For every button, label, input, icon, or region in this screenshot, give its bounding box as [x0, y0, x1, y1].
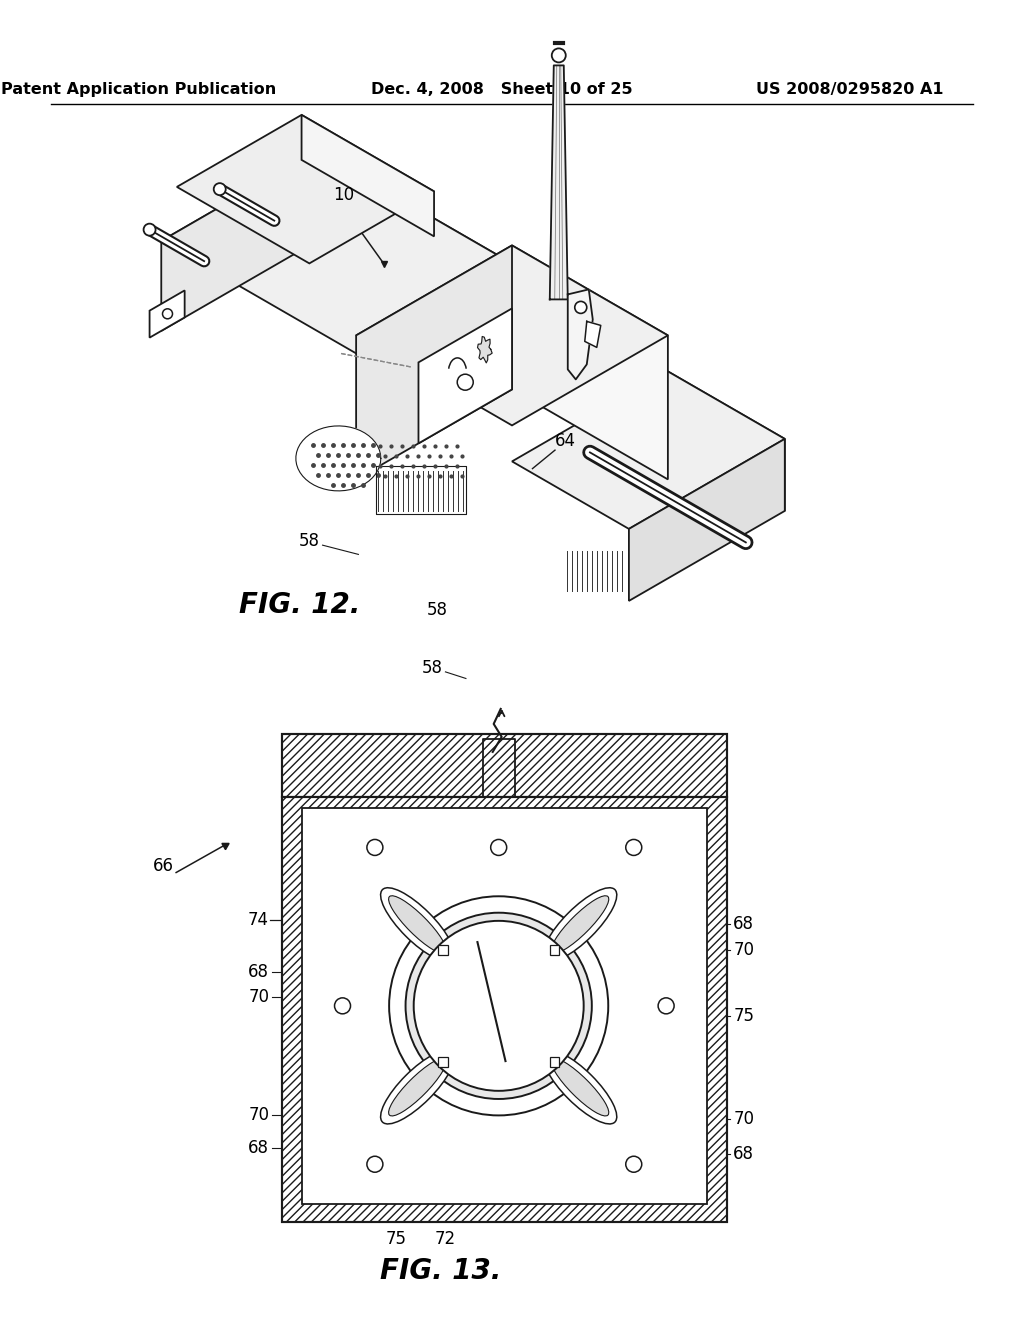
Polygon shape [419, 309, 512, 444]
Polygon shape [629, 438, 784, 601]
Circle shape [367, 1156, 383, 1172]
Bar [282, 797, 727, 1222]
Ellipse shape [544, 888, 616, 961]
Polygon shape [438, 1057, 447, 1067]
Circle shape [574, 301, 587, 313]
Text: 72: 72 [435, 1230, 456, 1249]
Text: 74: 74 [247, 911, 268, 929]
Polygon shape [512, 246, 668, 479]
Ellipse shape [388, 1059, 446, 1115]
Polygon shape [668, 371, 784, 511]
Text: 58: 58 [298, 532, 319, 550]
Polygon shape [356, 246, 512, 479]
Circle shape [626, 1156, 642, 1172]
Circle shape [490, 840, 507, 855]
Ellipse shape [551, 1059, 609, 1115]
Polygon shape [550, 945, 559, 954]
Text: 10: 10 [333, 186, 354, 205]
Polygon shape [317, 150, 512, 354]
Text: 70: 70 [248, 1106, 269, 1125]
Polygon shape [477, 337, 493, 363]
Text: 70: 70 [733, 1110, 755, 1129]
Circle shape [414, 921, 584, 1090]
Text: 66: 66 [153, 857, 174, 875]
Ellipse shape [544, 1051, 616, 1123]
Text: 58: 58 [421, 659, 442, 677]
Bar [282, 734, 727, 797]
Text: 64: 64 [555, 432, 577, 450]
Ellipse shape [388, 896, 446, 953]
Circle shape [658, 998, 674, 1014]
Circle shape [367, 840, 383, 855]
Polygon shape [161, 150, 317, 331]
Ellipse shape [381, 1051, 454, 1123]
Polygon shape [356, 246, 668, 425]
Circle shape [163, 309, 172, 319]
Text: 70: 70 [248, 987, 269, 1006]
Circle shape [143, 223, 156, 236]
Polygon shape [550, 66, 567, 300]
Ellipse shape [381, 888, 454, 961]
Polygon shape [567, 289, 593, 379]
Text: FIG. 13.: FIG. 13. [380, 1257, 501, 1286]
Bar [302, 808, 707, 1204]
Text: 58: 58 [426, 601, 447, 619]
Text: 75: 75 [386, 1230, 407, 1249]
Polygon shape [512, 371, 784, 529]
Polygon shape [161, 150, 512, 354]
Circle shape [214, 183, 225, 195]
Text: 75: 75 [733, 1007, 755, 1026]
Polygon shape [585, 321, 601, 347]
Polygon shape [296, 426, 381, 491]
Circle shape [406, 912, 592, 1100]
Polygon shape [177, 115, 434, 264]
Text: 70: 70 [733, 941, 755, 960]
Text: 68: 68 [733, 1144, 755, 1163]
Bar [302, 808, 707, 1204]
Circle shape [626, 840, 642, 855]
Text: US 2008/0295820 A1: US 2008/0295820 A1 [756, 82, 944, 98]
Text: 68: 68 [248, 962, 269, 981]
Polygon shape [550, 1057, 559, 1067]
Circle shape [552, 49, 566, 62]
Text: Dec. 4, 2008   Sheet 10 of 25: Dec. 4, 2008 Sheet 10 of 25 [371, 82, 633, 98]
Text: 68: 68 [248, 1139, 269, 1158]
Text: Patent Application Publication: Patent Application Publication [1, 82, 275, 98]
Polygon shape [150, 290, 184, 338]
Text: FIG. 12.: FIG. 12. [239, 590, 359, 619]
Circle shape [389, 896, 608, 1115]
Text: 68: 68 [733, 915, 755, 933]
Circle shape [458, 374, 473, 391]
Bar [282, 734, 727, 1222]
Polygon shape [438, 945, 447, 954]
Polygon shape [301, 115, 434, 236]
Circle shape [335, 998, 350, 1014]
Ellipse shape [551, 896, 609, 953]
Bar [302, 808, 707, 1204]
